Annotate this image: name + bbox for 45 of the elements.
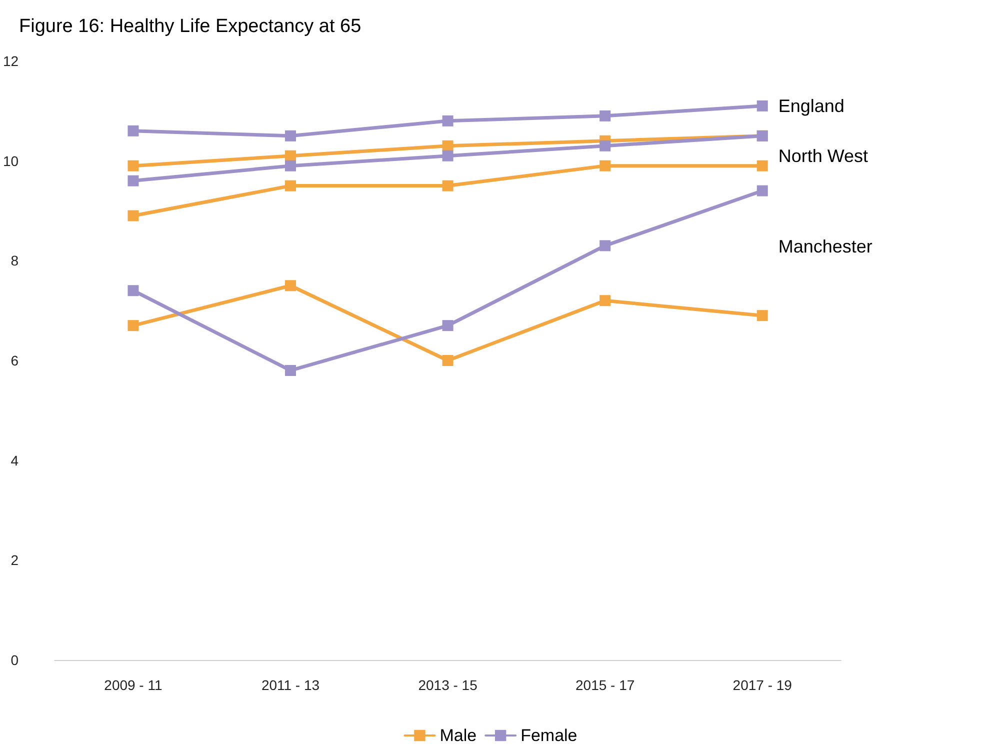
point <box>442 355 454 366</box>
point <box>442 150 454 162</box>
point <box>756 185 768 196</box>
y-tick-label: 10 <box>2 152 19 169</box>
y-tick-label: 8 <box>10 252 19 269</box>
point <box>600 295 611 306</box>
y-tick-label: 4 <box>10 452 19 468</box>
y-tick-label: 2 <box>10 552 19 568</box>
x-tick-label: 2017 - 19 <box>732 677 792 693</box>
point <box>285 180 296 192</box>
x-tick-label: 2015 - 17 <box>575 677 635 693</box>
y-tick-label: 12 <box>2 53 19 69</box>
y-tick-label: 0 <box>10 652 19 668</box>
point <box>756 160 768 172</box>
point <box>600 160 611 172</box>
point <box>285 280 296 292</box>
point <box>128 160 139 172</box>
point <box>756 100 768 112</box>
legend-label: Female <box>520 726 578 745</box>
point <box>128 175 139 186</box>
point <box>128 320 139 332</box>
point <box>442 115 454 126</box>
point <box>285 364 296 376</box>
point <box>600 140 611 152</box>
annotation: England <box>778 96 844 116</box>
point <box>442 320 454 332</box>
point <box>756 310 768 322</box>
point <box>285 160 296 172</box>
point <box>128 125 139 136</box>
chart-title: Figure 16: Healthy Life Expectancy at 65 <box>19 16 362 37</box>
point <box>128 285 139 296</box>
point <box>442 180 454 192</box>
y-tick-label: 6 <box>10 352 19 368</box>
x-tick-label: 2011 - 13 <box>261 677 320 693</box>
point <box>600 240 611 252</box>
point <box>442 140 454 152</box>
legend-label: Male <box>440 726 477 745</box>
annotation: North West <box>778 146 868 166</box>
point <box>285 150 296 162</box>
x-tick-label: 2009 - 11 <box>104 677 162 693</box>
x-tick-label: 2013 - 15 <box>418 677 478 693</box>
point <box>128 210 139 222</box>
point <box>600 110 611 122</box>
point <box>285 130 296 142</box>
annotation: Manchester <box>778 236 872 257</box>
